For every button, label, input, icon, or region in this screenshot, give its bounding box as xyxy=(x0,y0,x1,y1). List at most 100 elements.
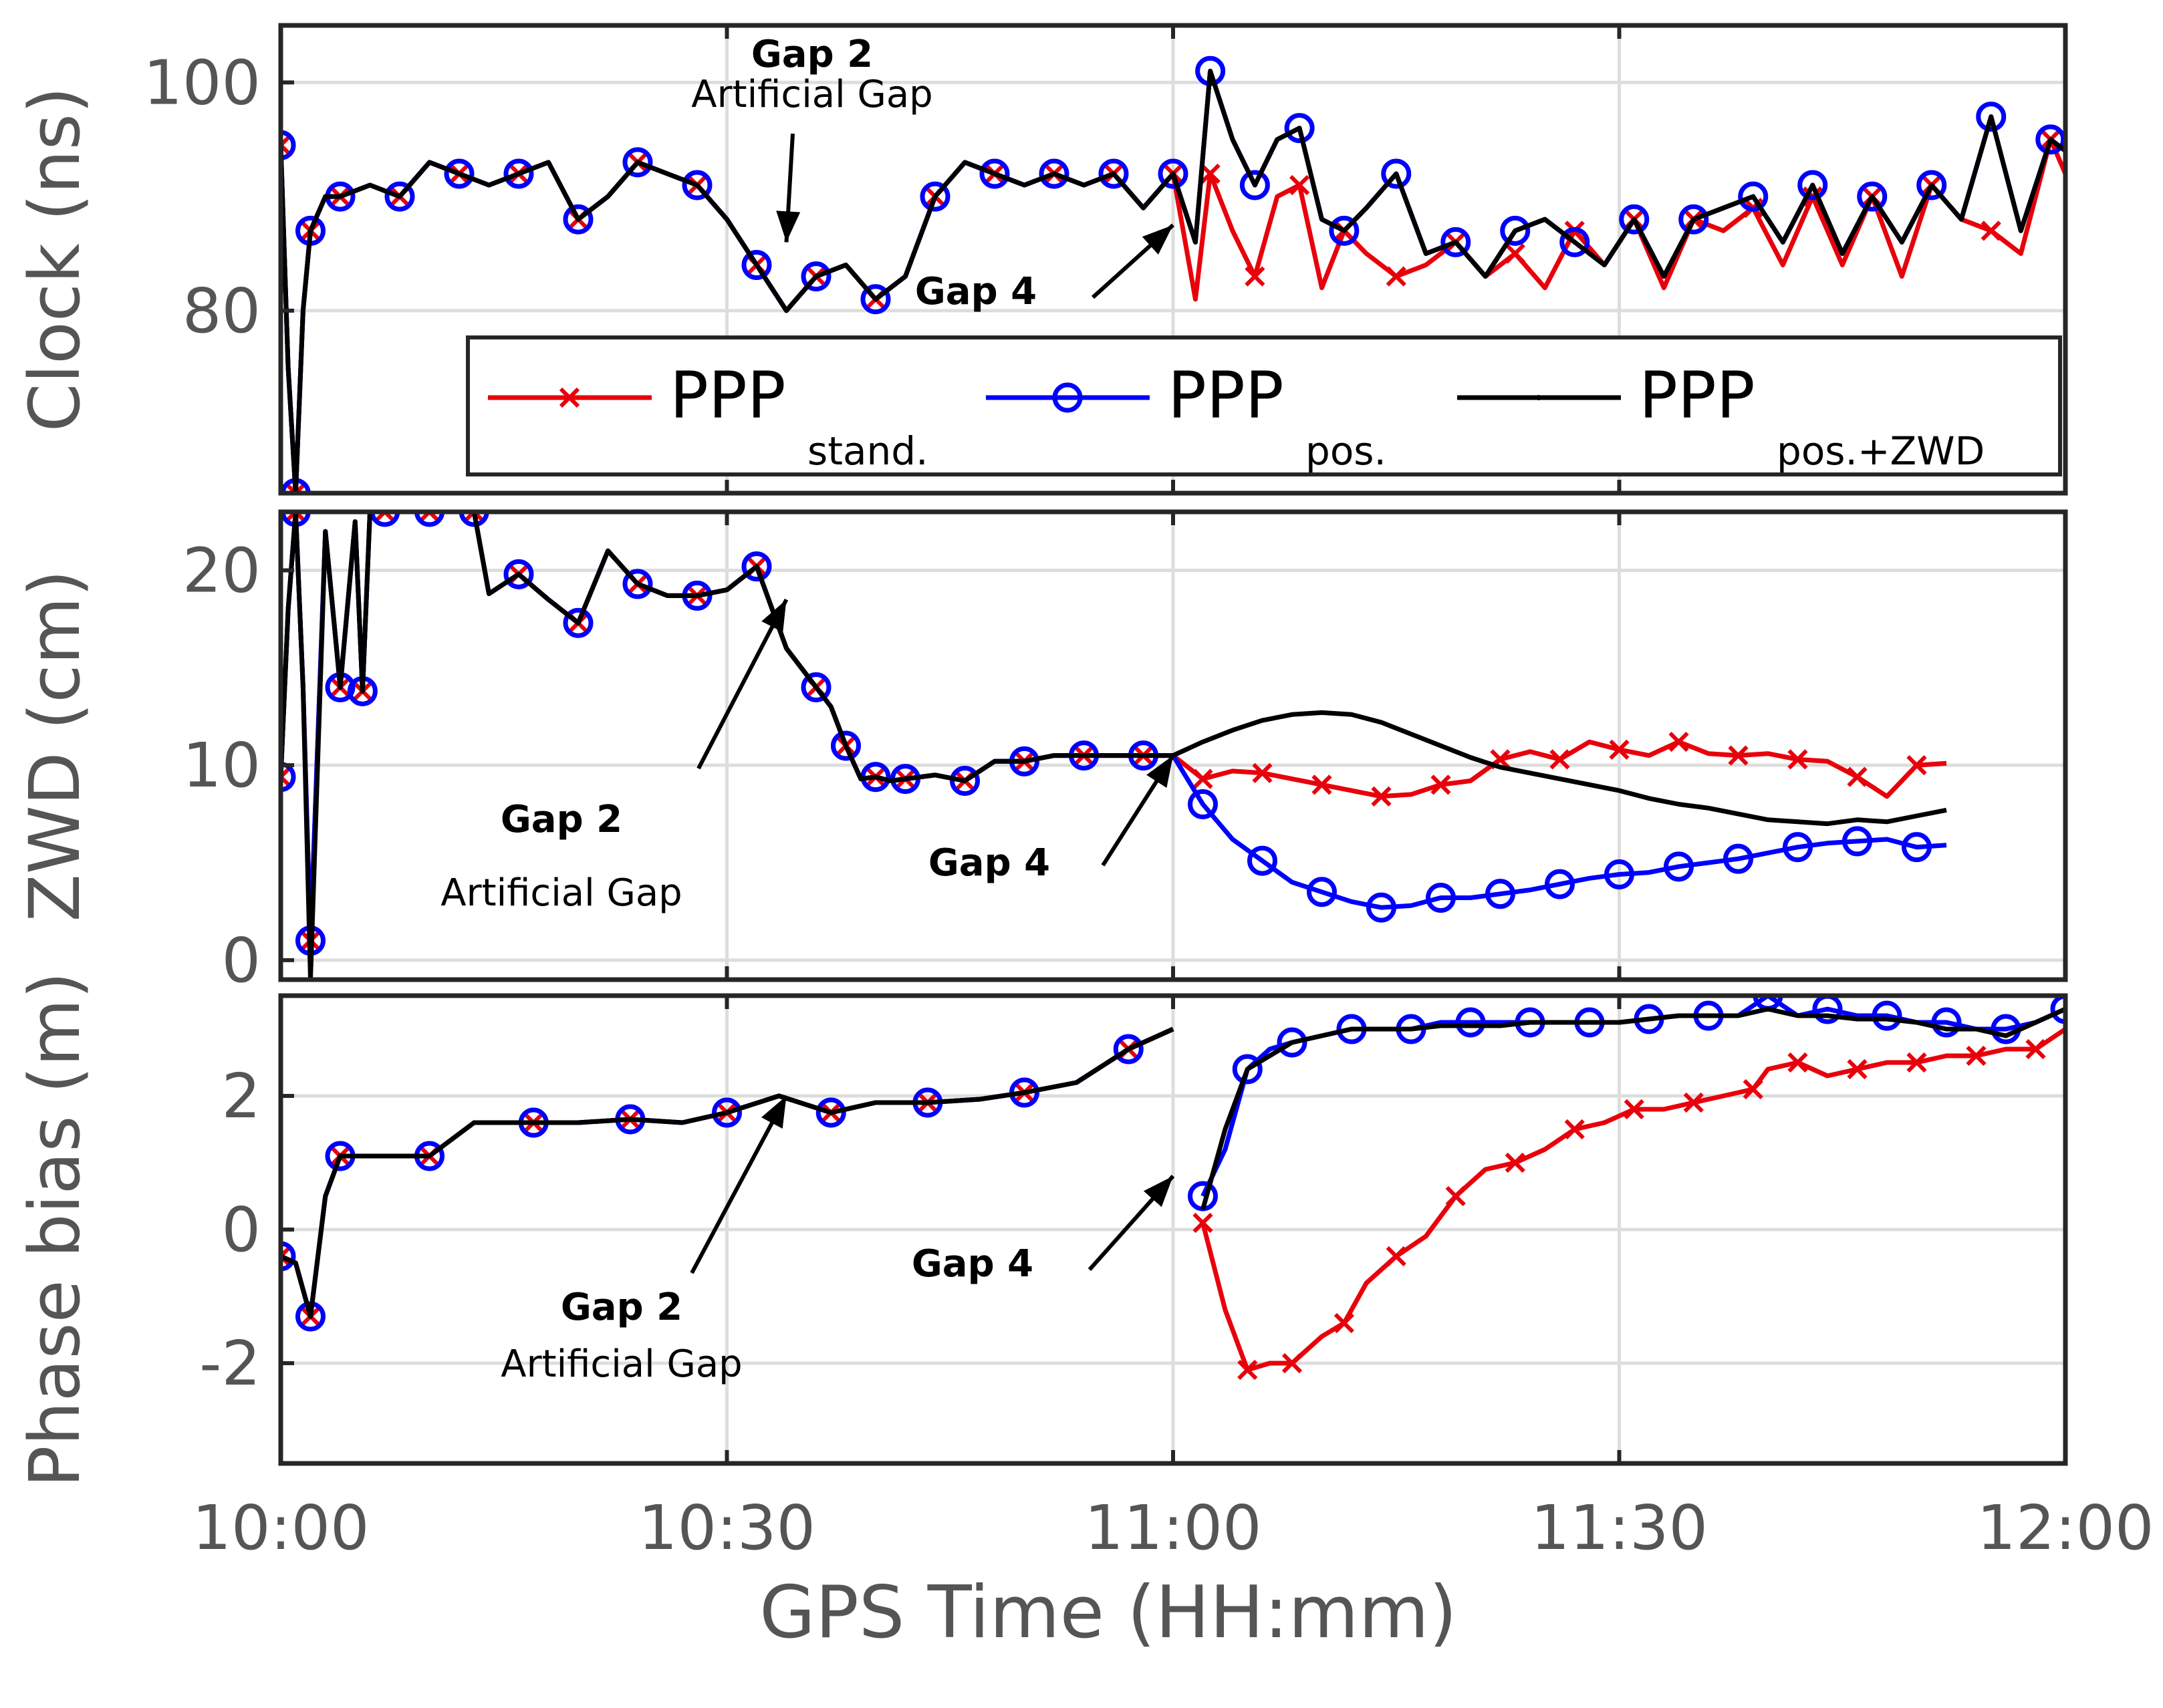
phase-data-point xyxy=(815,1097,846,1128)
phase-series-line xyxy=(281,1026,1174,1319)
phase-data-point xyxy=(1683,1092,1704,1113)
zwd-y-axis-label: ZWD (cm) xyxy=(14,570,96,922)
phase-data-point xyxy=(1931,1007,1962,1038)
clock-annotation-arrow-head xyxy=(1142,225,1173,255)
phase-annotation-title: Gap 4 xyxy=(912,1242,1033,1286)
legend-sublabel: pos. xyxy=(1305,428,1386,474)
phase-data-point xyxy=(281,1241,296,1272)
zwd-data-point xyxy=(414,512,444,527)
phase-data-point xyxy=(1906,1052,1927,1073)
phase-data-point xyxy=(1966,1045,1987,1066)
zwd-data-point xyxy=(1609,739,1630,760)
zwd-y-tick-label: 0 xyxy=(221,925,261,996)
clock-data-point xyxy=(1500,215,1531,246)
phase-annotation-arrow-shaft xyxy=(690,1095,789,1274)
phase-series-group xyxy=(281,996,2065,1381)
zwd-data-point xyxy=(1787,749,1808,770)
phase-annotation-subtitle: Artificial Gap xyxy=(501,1342,742,1386)
clock-data-point xyxy=(1738,181,1769,212)
phase-data-point xyxy=(1277,1027,1307,1058)
x-tick-label: 11:30 xyxy=(1531,1492,1708,1564)
phase-annotation-title: Gap 2 xyxy=(561,1286,682,1329)
zwd-y-tick-label: 20 xyxy=(182,535,261,607)
phase-series-line xyxy=(1200,1027,2065,1373)
clock-data-point xyxy=(682,170,713,200)
clock-y-tick-label: 100 xyxy=(143,47,261,118)
zwd-annotation-title: Gap 4 xyxy=(928,841,1050,885)
clock-data-point xyxy=(285,482,306,493)
clock-data-point xyxy=(1039,158,1069,189)
phase-data-point xyxy=(1872,1000,1902,1031)
panel-zwd: 0 10 20 ZWD (cm) Gap 2 Artificial Gap Gap 4 xyxy=(14,509,2068,996)
clock-data-point xyxy=(1505,243,1525,264)
zwd-data-point xyxy=(1485,879,1515,909)
x-tick-label: 12:00 xyxy=(1977,1492,2154,1564)
clock-data-point xyxy=(1386,266,1406,287)
zwd-data-point xyxy=(950,766,980,796)
zwd-annotation-arrow-shaft xyxy=(696,598,789,770)
clock-data-point xyxy=(1440,227,1471,257)
clock-data-point xyxy=(281,135,291,156)
zwd-data-point xyxy=(1247,845,1277,876)
clock-data-point xyxy=(503,158,534,189)
zwd-annotation-title: Gap 2 xyxy=(501,798,622,841)
zwd-data-point xyxy=(503,559,534,589)
legend-label: PPP xyxy=(670,358,786,433)
clock-data-point xyxy=(563,204,594,235)
zwd-data-point xyxy=(1188,789,1218,819)
clock-data-point xyxy=(444,158,475,189)
clock-data-point xyxy=(622,147,653,178)
clock-data-point xyxy=(920,181,950,212)
clock-data-point xyxy=(281,130,296,160)
clock-y-axis-label: Clock (ns) xyxy=(14,87,96,432)
zwd-annotation-arrow-head xyxy=(761,599,787,633)
clock-data-point xyxy=(1976,102,2007,132)
phase-data-point xyxy=(1564,1119,1585,1140)
phase-y-axis-label: Phase bias (m) xyxy=(14,972,96,1487)
zwd-data-point xyxy=(1430,774,1451,795)
clock-series-group xyxy=(281,55,2065,493)
legend-sublabel: pos.+ZWD xyxy=(1777,428,1985,474)
clock-data-point xyxy=(1916,170,1947,200)
zwd-data-point xyxy=(1906,755,1927,776)
clock-data-point xyxy=(741,250,772,281)
panel-phase: -2 0 2 Phase bias (m) Gap 2 Artificial Gap Gap… xyxy=(14,972,2154,1564)
zwd-data-point xyxy=(1371,786,1392,807)
clock-data-point xyxy=(1245,266,1265,287)
legend-marker xyxy=(559,387,580,408)
phase-annotation-arrow-head xyxy=(1143,1176,1173,1207)
clock-data-point xyxy=(1329,215,1360,246)
legend-label: PPP xyxy=(1168,358,1284,433)
legend-label: PPP xyxy=(1639,358,1755,433)
zwd-data-point xyxy=(622,569,653,599)
clock-data-point xyxy=(979,158,1010,189)
zwd-series-line xyxy=(281,512,1947,980)
clock-data-point xyxy=(384,181,415,212)
zwd-data-point xyxy=(1604,859,1634,889)
legend-marker xyxy=(1536,395,1541,400)
zwd-data-point xyxy=(1549,749,1570,770)
phase-data-point xyxy=(712,1097,742,1128)
clock-data-point xyxy=(1098,158,1129,189)
zwd-data-point xyxy=(1842,826,1872,857)
clock-annotation-arrow-head xyxy=(776,210,801,243)
clock-data-point xyxy=(1381,158,1412,189)
phase-annotation-arrow-head xyxy=(761,1096,787,1129)
zwd-data-point xyxy=(1545,869,1575,899)
zwd-data-point xyxy=(1902,832,1932,863)
phase-data-point xyxy=(1505,1152,1525,1173)
clock-data-point xyxy=(801,261,832,292)
zwd-data-point xyxy=(1311,774,1332,795)
zwd-annotation-arrow-head xyxy=(1146,755,1173,789)
zwd-data-point xyxy=(1307,877,1337,907)
zwd-data-point xyxy=(370,512,400,527)
clock-data-point xyxy=(1619,204,1650,235)
clock-annotation-title: Gap 4 xyxy=(915,270,1037,313)
phase-data-point xyxy=(1743,1079,1763,1100)
zwd-data-point xyxy=(1728,745,1749,766)
clock-data-point xyxy=(1857,181,1888,212)
clock-annotation-subtitle: Artificial Gap xyxy=(691,73,932,116)
phase-data-point xyxy=(1445,1185,1466,1207)
